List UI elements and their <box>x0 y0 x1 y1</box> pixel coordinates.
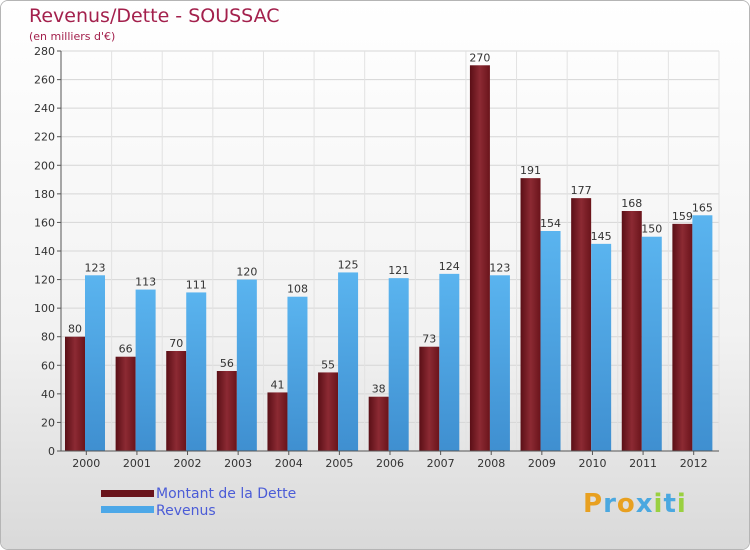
data-label-revenue: 121 <box>388 264 409 277</box>
bar-revenue <box>641 236 662 451</box>
y-tick-label: 160 <box>34 216 55 229</box>
data-label-revenue: 120 <box>236 266 257 279</box>
y-tick-label: 100 <box>34 302 55 315</box>
x-tick-label: 2006 <box>376 457 404 470</box>
y-tick-label: 280 <box>34 45 55 58</box>
data-label-revenue: 150 <box>641 223 662 236</box>
logo-letter: r <box>603 489 617 519</box>
bar-debt <box>216 371 237 451</box>
data-label-revenue: 123 <box>489 261 510 274</box>
bar-debt <box>318 372 339 451</box>
bar-debt <box>571 198 592 451</box>
bar-revenue <box>439 273 460 451</box>
data-label-debt: 38 <box>372 383 386 396</box>
bar-debt <box>419 346 440 451</box>
data-label-revenue: 108 <box>287 283 308 296</box>
data-label-revenue: 125 <box>338 258 359 271</box>
y-tick-label: 180 <box>34 188 55 201</box>
x-tick-label: 2002 <box>174 457 202 470</box>
proxiti-logo: Proxiti <box>583 489 687 519</box>
logo-letter: x <box>635 489 654 519</box>
logo-letter: i <box>653 489 664 519</box>
x-tick-label: 2011 <box>629 457 657 470</box>
bar-debt <box>65 336 85 451</box>
bar-debt <box>469 65 490 452</box>
x-tick-label: 2000 <box>72 457 100 470</box>
bar-debt <box>115 356 136 451</box>
y-tick-label: 140 <box>34 245 55 258</box>
data-label-debt: 168 <box>621 197 642 210</box>
bar-debt <box>166 351 187 451</box>
y-tick-label: 220 <box>34 131 55 144</box>
y-tick-label: 260 <box>34 74 55 87</box>
data-label-revenue: 145 <box>591 230 612 243</box>
bar-revenue <box>338 272 359 451</box>
bar-debt <box>267 392 288 451</box>
data-label-revenue: 165 <box>692 201 713 214</box>
x-tick-label: 2009 <box>528 457 556 470</box>
data-label-revenue: 124 <box>439 260 460 273</box>
data-label-debt: 66 <box>119 343 133 356</box>
x-tick-label: 2001 <box>123 457 151 470</box>
bar-revenue <box>135 289 156 451</box>
bar-debt <box>621 211 642 451</box>
bar-revenue <box>692 215 713 451</box>
data-label-debt: 80 <box>68 323 82 336</box>
bar-revenue <box>489 275 510 451</box>
logo-letter: o <box>616 489 636 519</box>
x-tick-label: 2010 <box>578 457 606 470</box>
logo-letter: i <box>676 489 687 519</box>
bar-revenue <box>591 243 612 451</box>
y-tick-label: 200 <box>34 159 55 172</box>
data-label-debt: 177 <box>571 184 592 197</box>
data-label-debt: 73 <box>422 333 436 346</box>
data-label-revenue: 111 <box>186 278 207 291</box>
y-tick-label: 120 <box>34 274 55 287</box>
y-tick-label: 40 <box>41 388 55 401</box>
data-label-debt: 56 <box>220 357 234 370</box>
chart-title: Revenus/Dette - SOUSSAC <box>29 5 280 27</box>
data-label-debt: 55 <box>321 358 335 371</box>
logo-letter: P <box>583 489 604 519</box>
data-label-debt: 191 <box>520 164 541 177</box>
data-label-debt: 41 <box>270 378 284 391</box>
x-tick-label: 2005 <box>325 457 353 470</box>
bar-debt <box>368 396 389 451</box>
y-tick-label: 240 <box>34 102 55 115</box>
y-tick-label: 60 <box>41 359 55 372</box>
chart-subtitle: (en milliers d'€) <box>29 30 116 43</box>
x-tick-label: 2012 <box>680 457 708 470</box>
bar-debt <box>672 223 693 451</box>
bar-revenue <box>540 231 561 451</box>
legend-swatch-debt <box>101 490 154 497</box>
data-label-revenue: 113 <box>135 276 156 289</box>
y-tick-label: 80 <box>41 331 55 344</box>
data-label-revenue: 154 <box>540 217 561 230</box>
legend-label-revenue: Revenus <box>156 503 216 519</box>
bar-revenue <box>186 292 207 451</box>
data-label-debt: 270 <box>469 51 490 64</box>
x-tick-label: 2007 <box>427 457 455 470</box>
x-tick-label: 2008 <box>477 457 505 470</box>
logo-letter: t <box>663 489 677 519</box>
legend-swatch-revenue <box>101 506 154 513</box>
data-label-debt: 159 <box>672 210 693 223</box>
x-tick-label: 2003 <box>224 457 252 470</box>
data-label-revenue: 123 <box>85 261 106 274</box>
y-tick-label: 0 <box>48 445 55 458</box>
data-label-debt: 70 <box>169 337 183 350</box>
bar-revenue <box>85 275 105 451</box>
x-tick-label: 2004 <box>275 457 303 470</box>
bar-revenue <box>287 296 308 451</box>
y-tick-label: 20 <box>41 416 55 429</box>
legend-label-debt: Montant de la Dette <box>156 486 297 502</box>
bar-revenue <box>388 278 409 451</box>
bar-debt <box>520 178 541 451</box>
bar-revenue <box>236 279 257 451</box>
